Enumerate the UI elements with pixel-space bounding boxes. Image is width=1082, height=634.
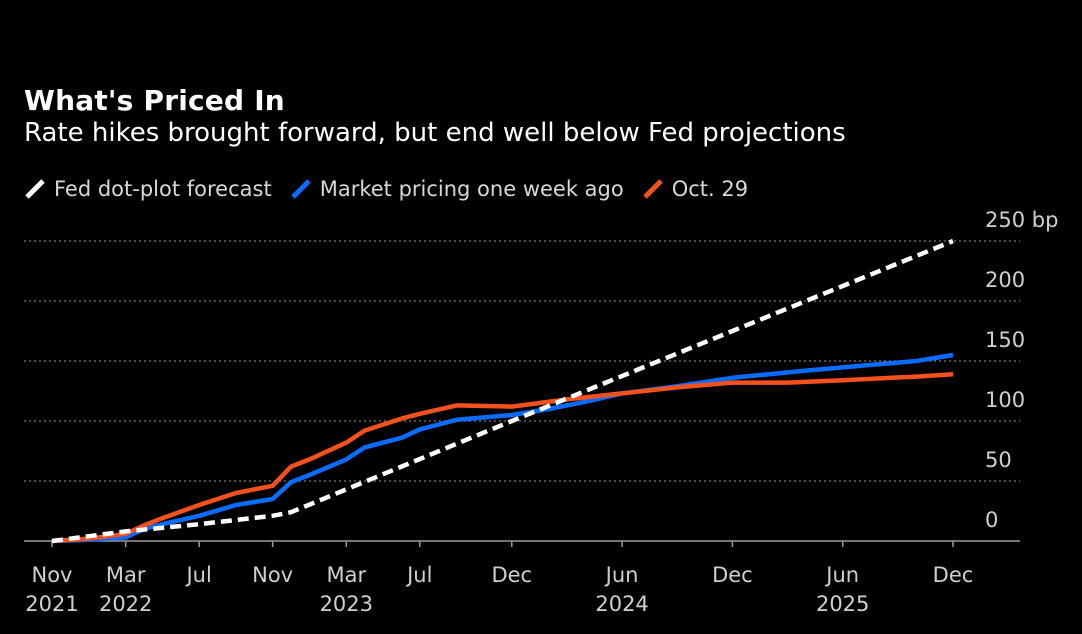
x-tick-year-4: 2023 [320, 592, 373, 616]
y-tick-label-250: 250 bp [985, 208, 1058, 232]
series-line-fed-dot-plot-forecast [51, 238, 954, 544]
legend-item-oct29: Oct. 29 [642, 177, 748, 201]
x-tick-label-0: Nov [32, 563, 73, 587]
legend-label-fed: Fed dot-plot forecast [54, 177, 272, 201]
x-tick-year-1: 2022 [99, 592, 152, 616]
legend-swatch-fed-line [25, 179, 45, 199]
legend-swatch-oct29 [642, 179, 663, 199]
x-tick-label-4: Mar [326, 563, 366, 587]
x-tick-year-9: 2025 [816, 592, 869, 616]
legend-label-market: Market pricing one week ago [319, 177, 624, 201]
x-tick-label-6: Dec [491, 563, 532, 587]
legend-swatch-fed [25, 179, 45, 199]
x-tick-year-0: 2021 [25, 592, 78, 616]
legend-swatch-market [290, 179, 311, 199]
y-tick-label-0: 0 [985, 508, 998, 532]
y-tick-label-200: 200 [985, 268, 1025, 292]
x-tick-label-3: Nov [252, 563, 293, 587]
x-tick-year-7: 2024 [595, 592, 648, 616]
chart-title: What's Priced In [24, 84, 285, 117]
series-line-oct-29 [51, 371, 954, 544]
x-tick-label-8: Dec [712, 563, 753, 587]
y-tick-label-50: 50 [985, 448, 1012, 472]
chart-subtitle: Rate hikes brought forward, but end well… [24, 118, 846, 148]
legend-item-market: Market pricing one week ago [290, 177, 624, 201]
series-line-market-pricing-one-week-ago [51, 352, 954, 544]
x-tick-label-1: Mar [106, 563, 146, 587]
x-tick-label-9: Jun [824, 563, 859, 587]
legend-label-oct29: Oct. 29 [671, 177, 749, 201]
y-tick-label-100: 100 [985, 388, 1025, 412]
x-tick-label-7: Jun [604, 563, 639, 587]
x-tick-label-2: Jul [184, 563, 211, 587]
legend: Fed dot-plot forecast Market pricing one… [24, 175, 766, 203]
x-tick-label-5: Jul [405, 563, 432, 587]
legend-swatch-market-line [290, 179, 311, 199]
y-tick-label-150: 150 [985, 328, 1025, 352]
x-tick-label-10: Dec [933, 563, 974, 587]
legend-swatch-oct29-line [642, 179, 663, 199]
legend-item-fed: Fed dot-plot forecast [24, 177, 272, 201]
